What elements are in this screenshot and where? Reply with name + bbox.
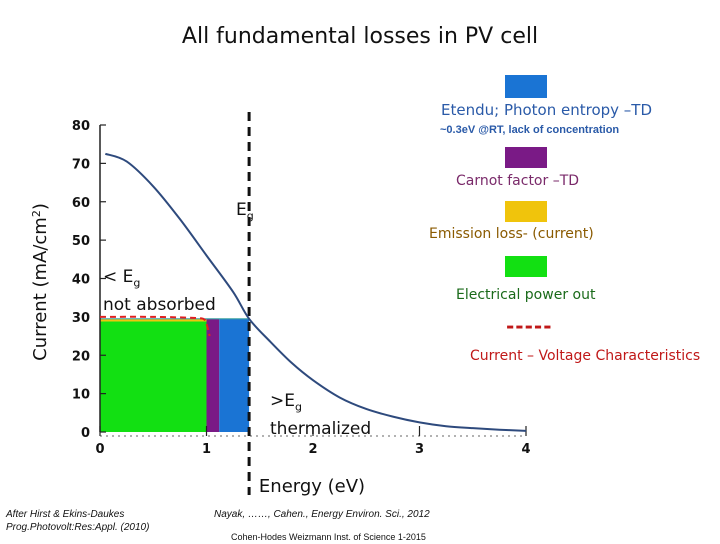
- legend-swatch-carnot: [505, 147, 547, 168]
- legend-swatch-electrical: [505, 256, 547, 277]
- region-carnot-loss: [206, 318, 220, 432]
- legend-line-iv: -----: [506, 314, 553, 338]
- y-tick-label: 70: [72, 157, 90, 172]
- x-axis-label: Energy (eV): [259, 476, 365, 497]
- x-tick-label: 4: [521, 442, 530, 457]
- y-tick-label: 50: [72, 234, 90, 249]
- y-tick-label: 80: [72, 119, 90, 134]
- y-tick-label: 20: [72, 349, 90, 364]
- citation-weizmann: Cohen-Hodes Weizmann Inst. of Science 1-…: [231, 532, 426, 542]
- y-tick-label: 60: [72, 196, 90, 211]
- y-axis-label: Current (mA/cm2): [30, 203, 52, 361]
- x-tick-label: 2: [308, 442, 317, 457]
- legend-swatch-etendu: [505, 75, 547, 98]
- chart-title: All fundamental losses in PV cell: [181, 24, 539, 49]
- citation-hirst: After Hirst & Ekins-Daukes Prog.Photovol…: [6, 509, 150, 533]
- bandgap-label: Eg: [236, 200, 254, 223]
- legend-note-etendu: ~0.3eV @RT, lack of concentration: [440, 124, 620, 136]
- legend-label-etendu: Etendu; Photon entropy –TD: [441, 101, 653, 119]
- x-tick-label: 3: [415, 442, 424, 457]
- below-gap-annotation: < Eg not absorbed: [103, 267, 216, 316]
- iv-curve: [99, 315, 211, 337]
- above-gap-annotation: >Eg thermalized: [270, 391, 372, 440]
- x-tick-label: 1: [202, 442, 211, 457]
- region-emission-loss: [100, 318, 207, 322]
- legend-label-iv: Current – Voltage Characteristics: [470, 348, 701, 364]
- y-tick-label: 40: [72, 273, 90, 288]
- y-tick-label: 30: [72, 311, 90, 326]
- region-etendu-loss: [219, 318, 250, 432]
- y-tick-label: 0: [81, 426, 90, 441]
- loss-regions: [100, 318, 250, 432]
- y-tick-label: 10: [72, 388, 90, 403]
- legend-label-electrical: Electrical power out: [456, 287, 596, 303]
- x-tick-label: 0: [95, 442, 104, 457]
- legend-label-emission: Emission loss- (current): [429, 226, 594, 242]
- current-curve: [104, 152, 527, 432]
- region-electrical-power: [100, 321, 207, 432]
- legend-swatch-emission: [505, 201, 547, 222]
- citation-nayak: Nayak, ……, Cahen., Energy Environ. Sci.,…: [214, 509, 430, 520]
- x-ticks: 0 1 2 3 4: [95, 426, 531, 457]
- y-ticks: 0 10 20 30 40 50 60 70 80: [72, 119, 106, 441]
- legend-label-carnot: Carnot factor –TD: [456, 173, 580, 189]
